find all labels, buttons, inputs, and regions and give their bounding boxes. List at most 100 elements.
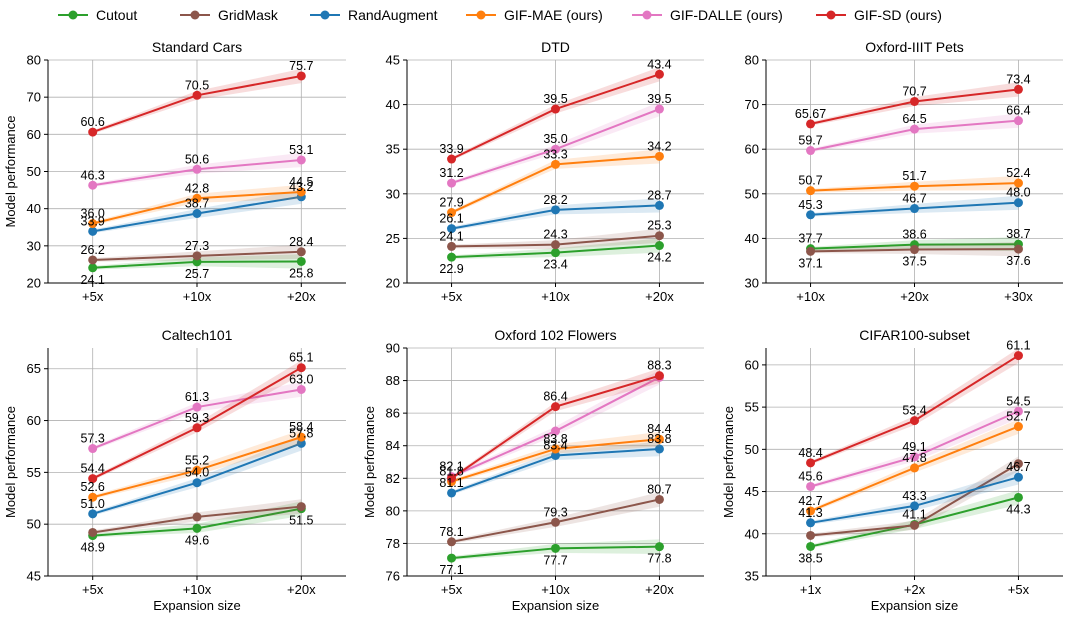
data-label: 57.8 [289,426,313,440]
series-gif-dalle-ours [447,101,664,188]
data-label: 37.5 [902,255,926,269]
y-axis-label: Model performance [3,116,18,228]
data-label: 75.7 [289,59,313,73]
y-axis-label: Model performance [3,406,18,518]
y-tick-label: 70 [27,90,41,105]
y-tick-label: 60 [745,142,759,157]
data-point [192,251,202,261]
data-label: 77.8 [647,552,671,566]
data-labels: 77.177.7 77.878.179.380.781.183.4 83.881.8… [439,359,671,577]
chart-title: Oxford 102 Flowers [494,327,616,343]
data-label: 47.8 [902,451,926,465]
confidence-band [810,490,1019,549]
data-point [88,180,98,190]
data-point [296,438,306,448]
confidence-band [92,429,302,500]
data-label: 38.5 [798,551,822,565]
data-point [551,426,560,436]
x-tick-label: +5x [1008,582,1030,597]
data-label: 33.3 [543,147,567,161]
x-tick-label: +5x [441,582,463,597]
data-label: 45.6 [798,469,822,483]
data-point [910,204,919,214]
data-label: 26.1 [439,212,463,226]
data-label: 88.3 [647,359,671,373]
data-point [806,506,816,516]
series-gif-sd-ours [447,67,664,164]
data-point [654,444,664,454]
data-point [1013,116,1023,126]
data-label: 64.5 [902,112,926,126]
data-point [806,458,816,468]
y-tick-label: 84 [386,438,400,453]
series-gif-dalle-ours [88,152,306,190]
data-label: 33.9 [439,142,463,156]
data-point [551,205,560,215]
data-label: 46.3 [81,168,105,182]
data-point [447,208,457,218]
y-tick-label: 50 [27,164,41,179]
series-gridmask [806,456,1023,540]
series-gridmask [806,241,1023,257]
y-tick-label: 80 [27,53,41,68]
data-point [1013,459,1023,469]
data-label: 59.3 [185,411,209,425]
data-label: 81.1 [439,476,463,490]
y-tick-label: 55 [27,465,41,480]
data-point [551,104,560,114]
data-label: 61.3 [185,390,209,404]
y-tick-label: 80 [386,503,400,518]
y-tick-label: 35 [745,569,759,584]
confidence-band [92,360,302,481]
series-gif-mae-ours [806,175,1023,196]
legend-item-cutout: Cutout [58,7,137,23]
y-tick-label: 86 [386,406,400,421]
y-tick-label: 55 [745,400,759,415]
y-tick-label: 40 [27,201,41,216]
chart-title: Caltech101 [162,327,233,343]
confidence-band [451,368,660,481]
data-label: 46.7 [902,192,926,206]
confidence-band [810,348,1019,465]
x-tick-label: +20x [287,289,316,304]
data-labels: 24.1 25.7 25.826.2 27.3 28.433.938.743.236.0… [81,59,314,287]
data-label: 43.3 [902,489,926,503]
series-gif-dalle-ours [806,404,1023,491]
y-tick-label: 20 [27,276,41,291]
legend-item-gridmask: GridMask [180,7,279,23]
chart-dtd: 22.9 23.4 24.2 24.1 24.3 25.3 26.1 28.2 28.7 27.9… [386,39,704,304]
legend-item-gif-dalle-ours: GIF-DALLE (ours) [632,7,783,23]
confidence-band [451,149,660,215]
data-point [1013,244,1023,254]
series-gridmask [88,244,306,265]
chart-title: DTD [541,39,570,55]
data-label: 52.4 [1006,166,1030,180]
data-label: 52.6 [81,480,105,494]
data-label: 73.4 [1006,72,1030,86]
data-label: 48.4 [798,446,822,460]
data-label: 38.6 [902,228,926,242]
x-axis-label: Expansion size [512,598,599,613]
data-label: 25.8 [289,266,313,280]
legend-item-randaugment: RandAugment [310,7,438,23]
y-axis-label: Model performance [362,406,377,518]
y-tick-label: 45 [27,569,41,584]
confidence-band [451,370,660,479]
data-labels: 37.7 38.6 38.7 37.1 37.5 37.6 45.3 46.7 48.0 50.7… [795,72,1031,270]
series-gif-mae-ours [447,149,664,218]
x-tick-label: +10x [541,582,570,597]
series-gif-sd-ours [88,68,306,137]
data-label: 77.1 [439,563,463,577]
data-point [654,542,664,552]
data-point [806,541,816,551]
data-point [806,186,816,196]
data-label: 39.5 [543,92,567,106]
series-gif-dalle-ours [806,113,1023,156]
data-point [296,187,306,197]
data-label: 52.7 [1006,410,1030,424]
data-point [551,240,560,250]
data-label: 31.2 [439,166,463,180]
data-point [88,226,98,236]
data-point [910,520,919,530]
data-point [1013,472,1023,482]
